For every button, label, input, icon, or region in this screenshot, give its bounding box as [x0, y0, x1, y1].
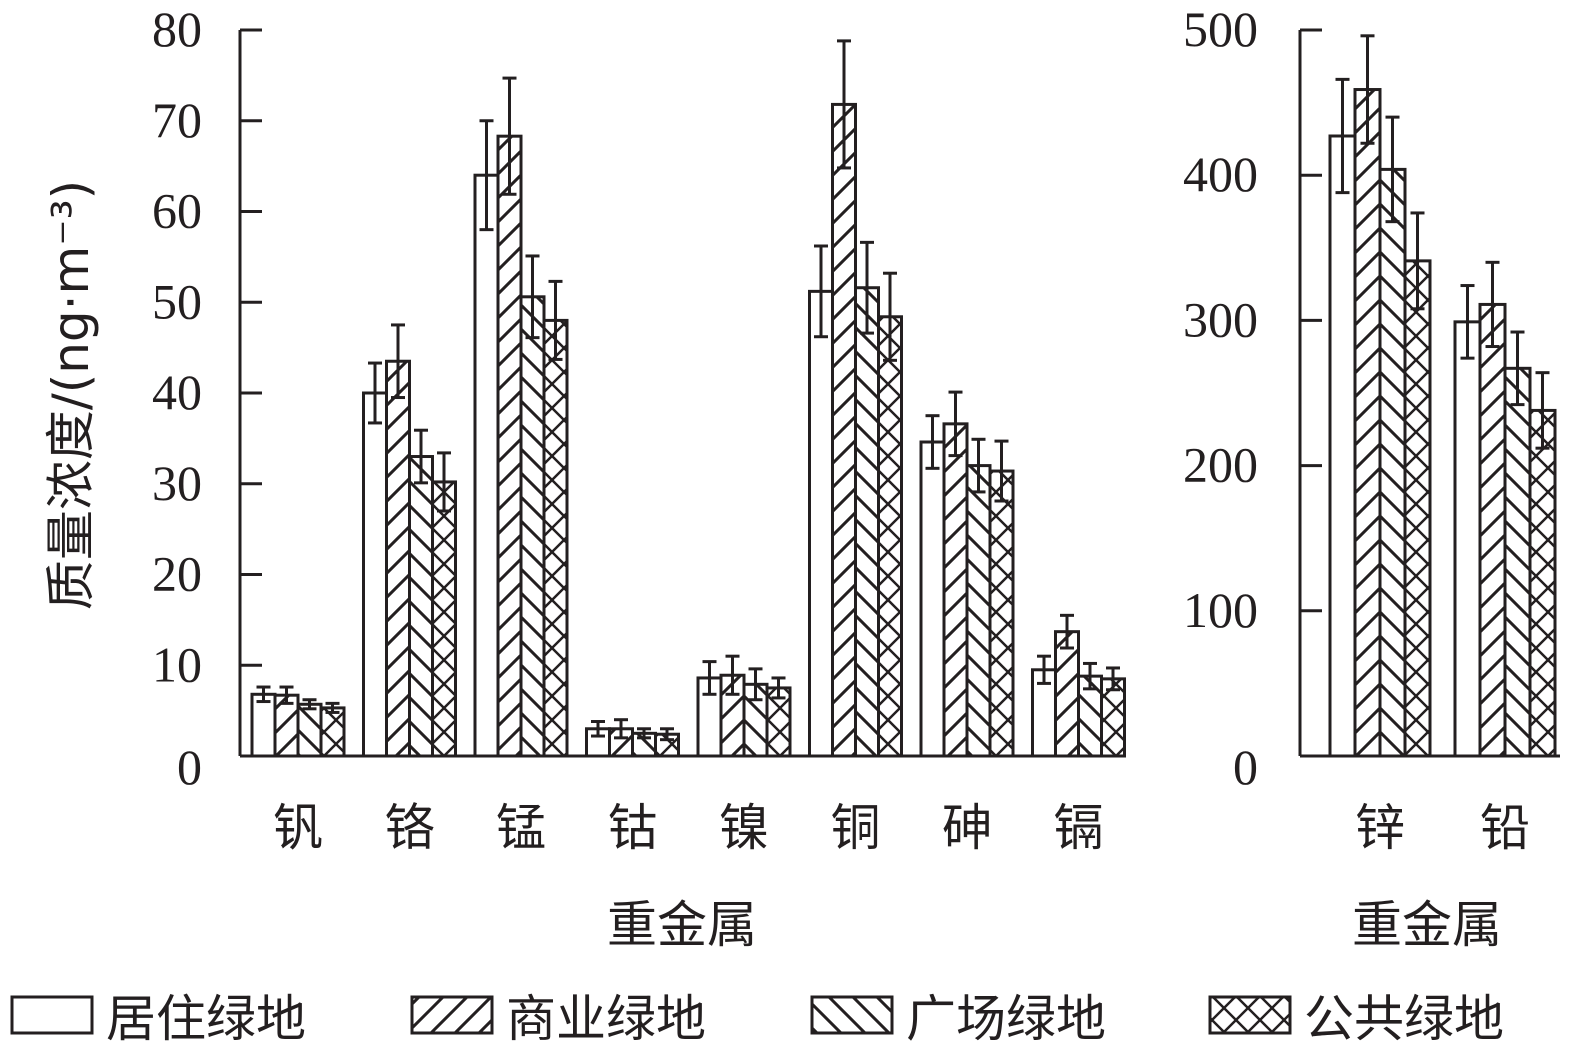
legend-label-2: 广场绿地	[906, 990, 1106, 1048]
bar-铜-居住绿地	[808, 289, 834, 758]
bar-铅-商业绿地	[1478, 302, 1507, 758]
x-tick-label: 砷	[942, 799, 992, 857]
bar-砷-公共绿地	[988, 469, 1015, 758]
bar-铅-广场绿地	[1503, 366, 1532, 758]
y-tick-label: 20	[152, 546, 202, 602]
bar-钒-公共绿地	[319, 706, 346, 758]
bar-锰-商业绿地	[496, 134, 523, 758]
x-axis-label-right: 重金属	[1352, 896, 1502, 954]
bar-砷-广场绿地	[965, 464, 992, 758]
y-tick-label: 30	[152, 455, 202, 511]
legend-swatch-0	[10, 995, 94, 1035]
y-axis-label: 质量浓度/(ng·m⁻³)	[42, 180, 100, 610]
bar-钒-居住绿地	[250, 692, 277, 758]
bar-锰-广场绿地	[519, 295, 546, 758]
y-tick-label: 400	[1183, 146, 1258, 202]
legend-label-3: 公共绿地	[1304, 990, 1504, 1048]
legend-label-1: 商业绿地	[506, 990, 706, 1048]
legend-swatch-1	[410, 995, 494, 1035]
legend-swatch-2	[810, 995, 894, 1035]
bar-砷-居住绿地	[919, 440, 946, 758]
bar-锰-公共绿地	[542, 318, 569, 758]
x-tick-label: 镉	[1054, 799, 1104, 857]
x-tick-label: 铬	[385, 799, 435, 857]
y-tick-label: 500	[1183, 1, 1258, 57]
bar-铬-商业绿地	[385, 359, 411, 758]
y-tick-label: 80	[152, 1, 202, 57]
legend: 居住绿地 商业绿地 广场绿地 公共绿地	[10, 990, 1504, 1048]
bar-铅-居住绿地	[1453, 320, 1482, 758]
y-tick-label: 70	[152, 92, 202, 148]
y-tick-label: 60	[152, 183, 202, 239]
x-tick-label: 铜	[831, 799, 881, 857]
y-tick-label: 10	[152, 636, 202, 692]
y-tick-label: 40	[152, 364, 202, 420]
x-tick-label: 钒	[273, 799, 323, 857]
bar-锌-居住绿地	[1328, 134, 1357, 758]
x-tick-label: 铅	[1480, 799, 1530, 857]
bar-铬-公共绿地	[431, 480, 457, 758]
x-tick-label: 锌	[1355, 799, 1405, 857]
y-tick-label: 100	[1183, 582, 1258, 638]
bar-铬-居住绿地	[362, 391, 388, 758]
x-tick-label: 钴	[608, 799, 658, 857]
bar-铜-商业绿地	[831, 102, 857, 758]
bar-钒-广场绿地	[296, 702, 323, 758]
y-tick-label: 50	[152, 273, 202, 329]
y-tick-label: 0	[177, 739, 202, 795]
bar-锌-商业绿地	[1353, 88, 1382, 758]
x-axis-label-left: 重金属	[607, 896, 757, 954]
bar-砷-商业绿地	[942, 422, 969, 758]
y-tick-label: 300	[1183, 291, 1258, 347]
bar-镉-商业绿地	[1054, 630, 1080, 758]
bar-铜-公共绿地	[877, 315, 903, 758]
bar-铅-公共绿地	[1528, 408, 1557, 758]
legend-label-0: 居住绿地	[106, 990, 306, 1048]
x-tick-label: 镍	[719, 799, 769, 857]
y-tick-label: 200	[1183, 437, 1258, 493]
bar-铬-广场绿地	[408, 455, 434, 758]
bar-铜-广场绿地	[854, 286, 880, 758]
legend-swatch-3	[1208, 995, 1292, 1035]
bar-锌-广场绿地	[1378, 167, 1407, 758]
y-tick-label: 0	[1233, 739, 1258, 795]
bar-锌-公共绿地	[1403, 259, 1432, 758]
bar-锰-居住绿地	[473, 173, 500, 758]
x-tick-label: 锰	[496, 799, 546, 857]
